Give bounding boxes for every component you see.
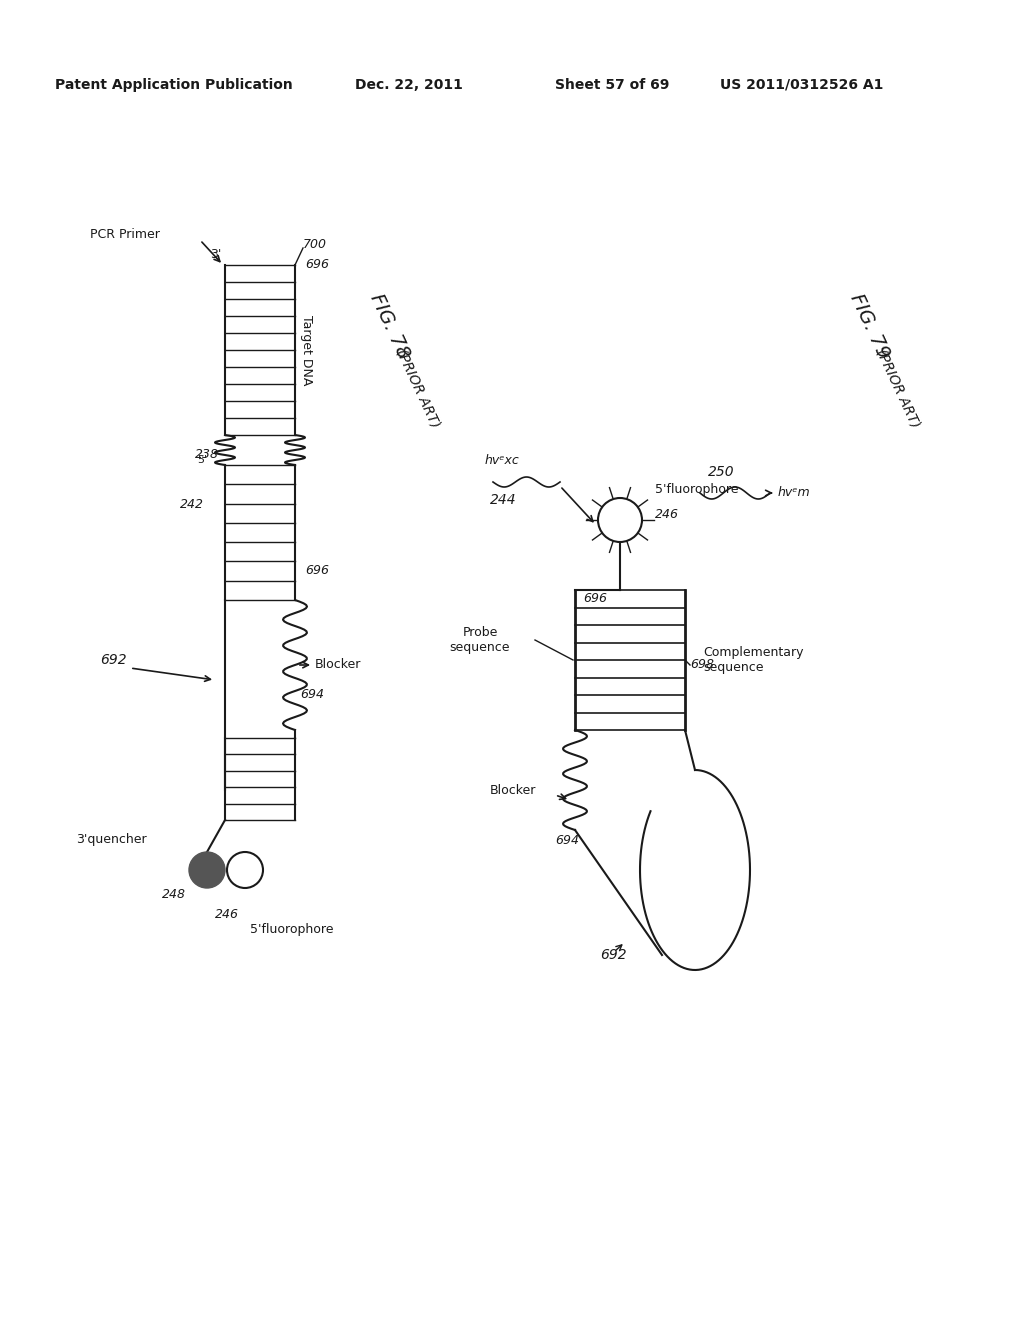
Text: 696: 696 <box>305 259 329 272</box>
Text: 698: 698 <box>690 659 714 672</box>
Text: 238: 238 <box>195 449 219 462</box>
Text: US 2011/0312526 A1: US 2011/0312526 A1 <box>720 78 884 92</box>
Circle shape <box>189 851 225 888</box>
Text: hvᵉxc: hvᵉxc <box>485 454 520 466</box>
Text: (PRIOR ART): (PRIOR ART) <box>873 347 923 430</box>
Text: 692: 692 <box>600 948 627 962</box>
Circle shape <box>598 498 642 543</box>
Text: 248: 248 <box>162 888 186 902</box>
Text: FIG. 79: FIG. 79 <box>847 290 893 362</box>
Text: Complementary
sequence: Complementary sequence <box>703 645 804 675</box>
Text: 250: 250 <box>708 465 734 479</box>
Text: FIG. 78: FIG. 78 <box>367 290 413 362</box>
Text: Dec. 22, 2011: Dec. 22, 2011 <box>355 78 463 92</box>
Text: 3'quencher: 3'quencher <box>77 833 147 846</box>
Text: Blocker: Blocker <box>315 659 361 672</box>
Text: Sheet 57 of 69: Sheet 57 of 69 <box>555 78 670 92</box>
Text: Blocker: Blocker <box>490 784 537 796</box>
Text: 694: 694 <box>555 833 579 846</box>
Text: Patent Application Publication: Patent Application Publication <box>55 78 293 92</box>
Text: (PRIOR ART): (PRIOR ART) <box>393 347 442 430</box>
Text: 696: 696 <box>305 564 329 577</box>
Text: 5'fluorophore: 5'fluorophore <box>250 924 334 936</box>
Text: 694: 694 <box>300 689 324 701</box>
Text: 244: 244 <box>490 492 517 507</box>
Text: 246: 246 <box>215 908 239 921</box>
Text: hvᵉm: hvᵉm <box>778 487 811 499</box>
Text: 5'fluorophore: 5'fluorophore <box>655 483 738 496</box>
Text: 242: 242 <box>180 499 204 511</box>
Text: Target DNA: Target DNA <box>300 314 313 385</box>
Text: 3': 3' <box>210 248 221 261</box>
Text: 700: 700 <box>303 239 327 252</box>
Text: 246: 246 <box>655 508 679 521</box>
Text: Probe
sequence: Probe sequence <box>450 626 510 653</box>
Text: 692: 692 <box>100 653 127 667</box>
Text: 696: 696 <box>583 591 607 605</box>
Text: 5': 5' <box>197 455 207 465</box>
Text: PCR Primer: PCR Primer <box>90 228 160 242</box>
Circle shape <box>227 851 263 888</box>
